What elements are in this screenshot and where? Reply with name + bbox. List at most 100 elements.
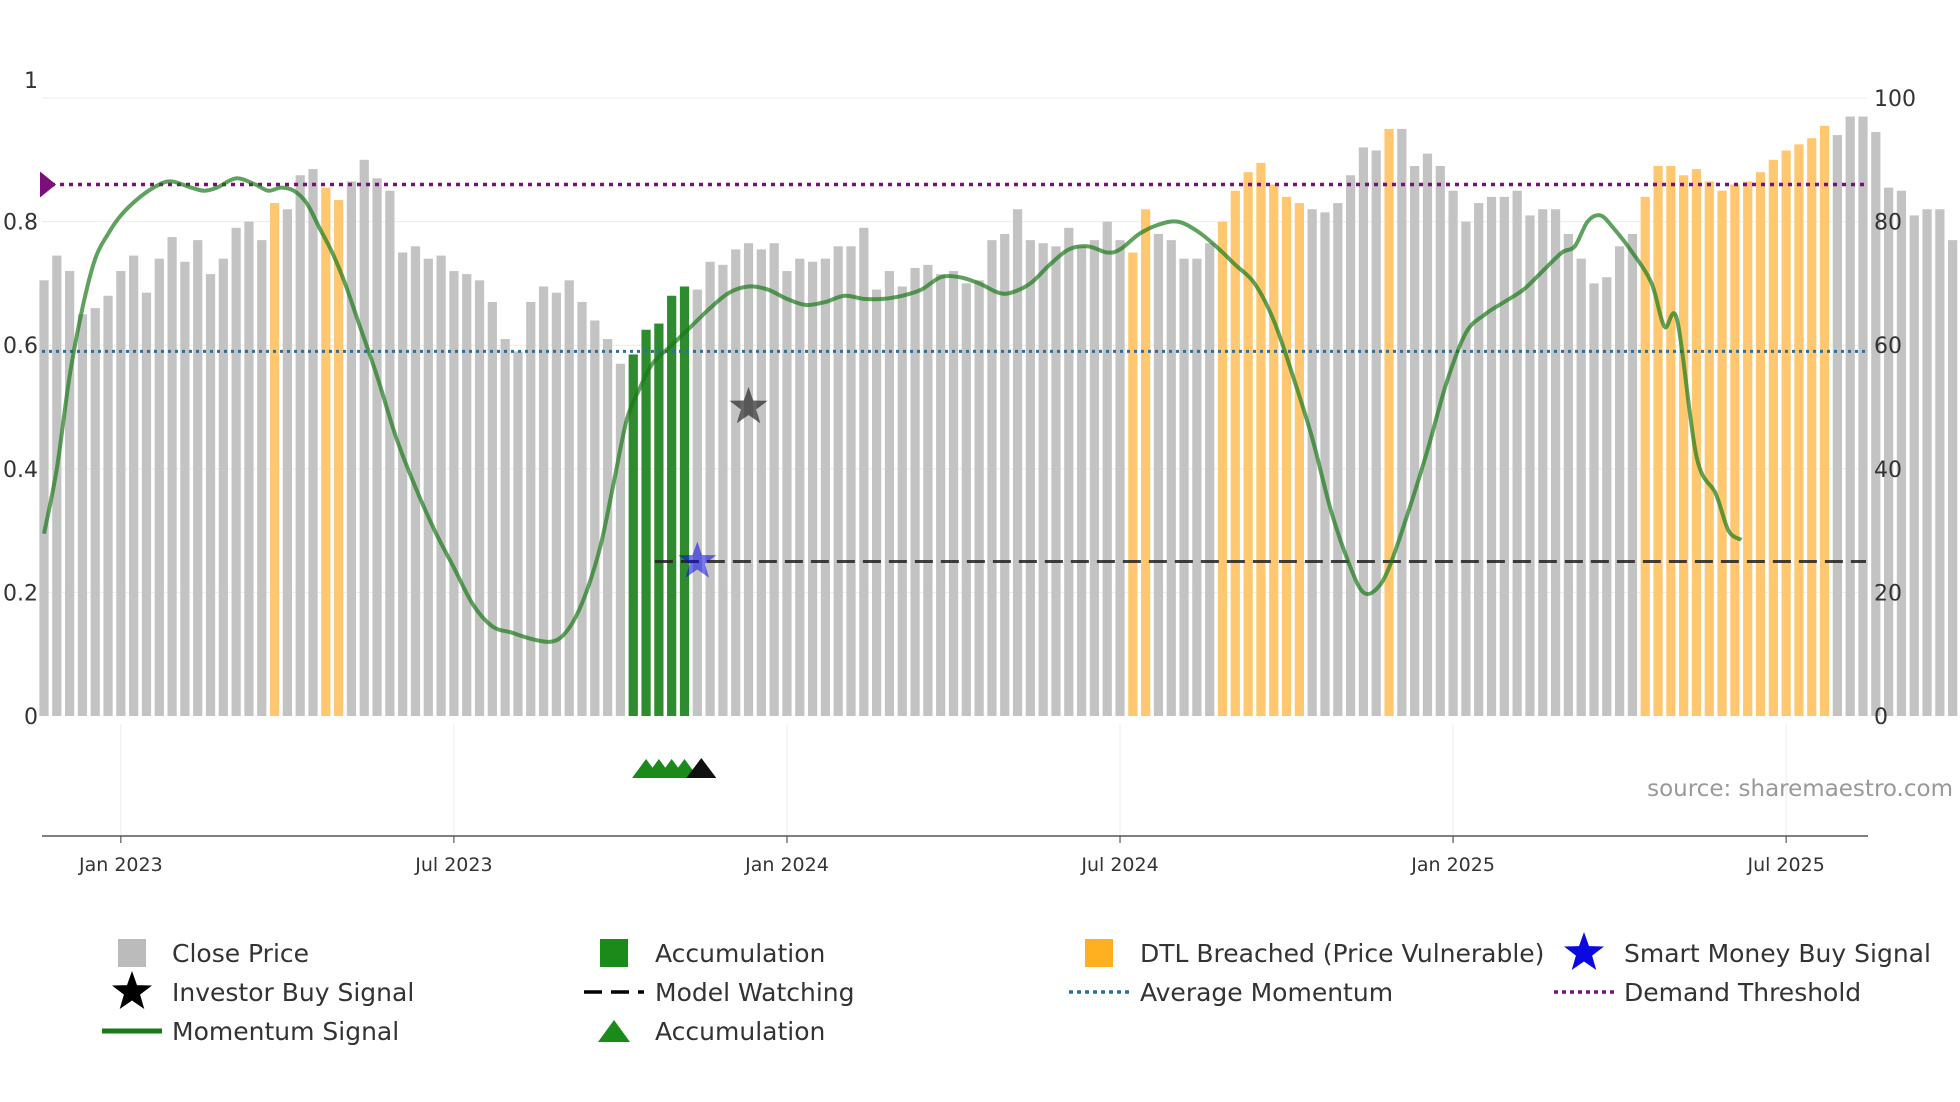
legend-label: Demand Threshold <box>1624 978 1861 1007</box>
close-price-bar <box>436 255 446 716</box>
close-price-bar <box>205 274 216 716</box>
close-price-bar <box>1896 190 1907 716</box>
right-tick-label: 40 <box>1874 458 1902 483</box>
close-price-bar <box>372 178 382 717</box>
x-tick-label: Jan 2023 <box>78 854 163 876</box>
close-price-bar <box>1166 240 1176 716</box>
close-price-bar <box>180 261 190 716</box>
close-price-bar <box>615 363 626 716</box>
investor-triangle <box>686 758 717 778</box>
close-price-bar <box>1153 233 1164 716</box>
dtl-breached-bar <box>269 203 280 716</box>
dtl-breached-bar <box>1653 165 1663 717</box>
legend-label: Accumulation <box>655 1017 825 1046</box>
dtl-breached-bar <box>1794 144 1804 717</box>
right-tick-label: 100 <box>1874 87 1916 112</box>
close-price-bar <box>1102 221 1112 716</box>
close-price-bar <box>308 169 318 716</box>
close-price-bar <box>1397 128 1407 716</box>
close-price-bar <box>1615 246 1625 716</box>
close-price-bar <box>1525 215 1535 717</box>
close-price-bar <box>936 274 946 716</box>
x-tick-label: Jan 2025 <box>1410 854 1495 876</box>
close-price-bar <box>65 271 75 716</box>
close-price-bar <box>1935 209 1945 717</box>
close-price-bars <box>39 116 1958 717</box>
close-price-bar <box>1051 246 1061 716</box>
dtl-breached-bar <box>1666 165 1676 717</box>
dtl-breached-bar <box>1141 209 1151 717</box>
close-price-bar <box>1448 190 1458 716</box>
accumulation-bar <box>654 323 664 716</box>
dtl-breached-bar <box>1717 190 1727 716</box>
close-price-bar <box>244 221 254 716</box>
close-price-bar <box>1461 221 1471 716</box>
close-price-bar <box>1858 116 1868 717</box>
close-price-bar <box>410 246 421 716</box>
close-price-bar <box>1089 240 1100 716</box>
source-label: source: sharemaestro.com <box>1647 776 1953 802</box>
close-price-bar <box>1499 196 1509 716</box>
signal-markers <box>40 171 768 778</box>
x-tick-label: Jul 2023 <box>414 854 492 876</box>
close-price-bar <box>603 339 613 716</box>
dtl-breached-bar <box>1230 190 1240 716</box>
left-tick-label: 0.2 <box>3 581 38 606</box>
close-price-bar <box>1025 240 1035 716</box>
close-price-bar <box>282 209 292 717</box>
close-price-bar <box>1192 258 1202 716</box>
close-price-bar <box>731 249 741 716</box>
close-price-bar <box>141 292 152 716</box>
right-tick-label: 80 <box>1874 211 1902 236</box>
legend-label: Investor Buy Signal <box>172 978 414 1007</box>
close-price-bar <box>961 283 971 716</box>
accumulation-bar <box>628 354 638 716</box>
legend-label: Model Watching <box>655 978 855 1007</box>
left-tick-label: 0.8 <box>3 211 38 236</box>
close-price-bar <box>551 292 562 716</box>
close-price-bar <box>218 258 228 716</box>
close-price-bar <box>1948 240 1958 716</box>
close-price-bar <box>257 240 267 716</box>
close-price-bar <box>1307 209 1317 717</box>
close-price-bar <box>1884 187 1894 717</box>
close-price-bar <box>52 255 62 716</box>
legend-label: Average Momentum <box>1140 978 1393 1007</box>
dtl-breached-bar <box>1781 150 1791 716</box>
close-price-bar <box>782 271 792 716</box>
left-tick-label: 0 <box>24 705 38 730</box>
close-price-bar <box>1076 246 1087 716</box>
close-price-bar <box>1320 212 1330 716</box>
close-price-bar <box>116 271 126 716</box>
x-tick-label: Jul 2025 <box>1746 854 1824 876</box>
close-price-bar <box>1922 209 1932 717</box>
close-price-bar <box>692 289 702 716</box>
close-price-bar <box>167 237 177 717</box>
close-price-bar <box>769 243 779 717</box>
legend-symbol-close-price <box>118 939 146 967</box>
close-price-bar <box>1550 209 1561 717</box>
close-price-bar <box>1410 165 1420 717</box>
close-price-bar <box>1371 150 1381 716</box>
accumulation-bar <box>679 286 690 716</box>
close-price-bar <box>1627 233 1638 716</box>
dtl-breached-bar <box>1281 196 1292 716</box>
close-price-bar <box>1474 203 1484 716</box>
dtl-breached-bar <box>1807 138 1817 717</box>
close-price-bar <box>577 301 587 716</box>
accumulation-bar <box>667 295 677 716</box>
legend-symbol-accumulation-triangle <box>598 1020 630 1042</box>
dtl-breached-bar <box>1679 175 1689 716</box>
close-price-bar <box>846 246 856 716</box>
close-price-bar <box>910 267 920 716</box>
dtl-breached-bar <box>1704 181 1714 716</box>
close-price-bar <box>897 286 907 716</box>
x-tick-label: Jul 2024 <box>1080 854 1158 876</box>
close-price-bar <box>1845 116 1855 717</box>
right-tick-label: 20 <box>1874 581 1902 606</box>
dtl-breached-bar <box>1217 221 1228 716</box>
dtl-breached-bar <box>1243 172 1253 716</box>
legend-label: Momentum Signal <box>172 1017 399 1046</box>
close-price-bar <box>987 240 997 716</box>
